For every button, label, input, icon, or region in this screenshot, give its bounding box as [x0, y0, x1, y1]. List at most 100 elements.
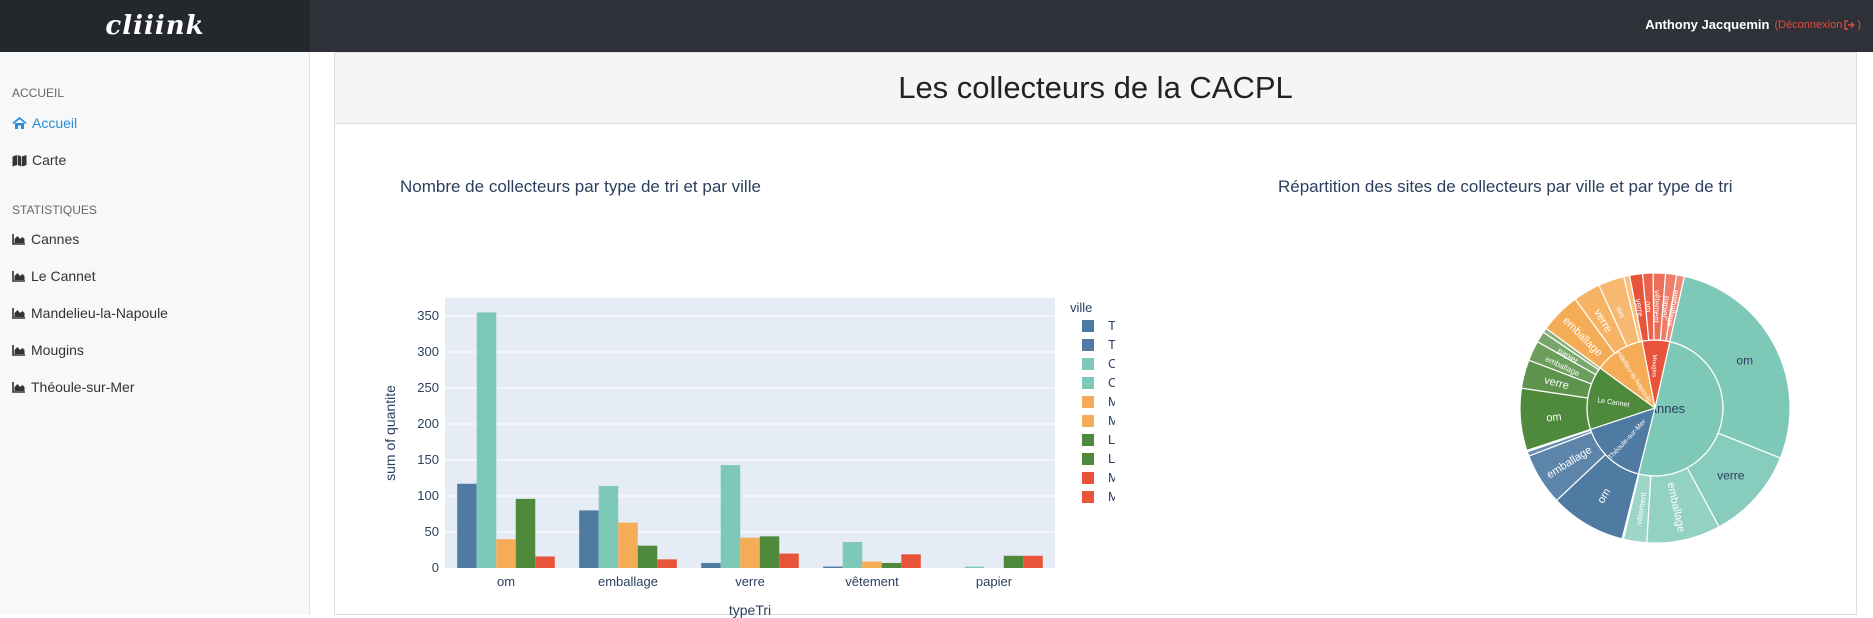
sidebar-item-label: Cannes: [31, 231, 80, 247]
bar[interactable]: [862, 561, 882, 568]
bar[interactable]: [964, 566, 985, 568]
sidebar-item-label: Le Cannet: [31, 268, 96, 284]
bar[interactable]: [598, 485, 619, 568]
sunburst-type-segment[interactable]: [1669, 275, 1791, 459]
legend-swatch: [1082, 453, 1094, 465]
bar[interactable]: [476, 312, 497, 568]
sunburst-type-label: papier: [1660, 295, 1672, 318]
sidebar-item-mandelieu[interactable]: Mandelieu-la-Napoule: [12, 305, 168, 321]
sunburst-type-label: verre: [1634, 298, 1646, 318]
legend-title: ville: [1070, 300, 1092, 315]
sunburst-type-label: om: [1546, 411, 1562, 424]
sunburst-type-segment[interactable]: [1665, 274, 1686, 343]
x-axis-label: typeTri: [729, 602, 771, 618]
bar[interactable]: [759, 536, 780, 568]
area-chart-icon: [12, 382, 25, 393]
main-content: Les collecteurs de la CACPL Nombre de co…: [334, 52, 1857, 618]
bar-chart[interactable]: 0 50 100 150 200 250 300 350 om emballage verre vêt…: [355, 238, 1115, 618]
brand-logo[interactable]: cliiink: [0, 0, 310, 52]
legend-swatch: [1082, 472, 1094, 484]
sunburst-type-label: om: [1736, 354, 1753, 368]
x-tick-label: papier: [976, 574, 1013, 589]
user-name: Anthony Jacquemin: [1645, 17, 1770, 32]
sidebar-item-label: Théoule-sur-Mer: [31, 379, 135, 395]
map-icon: [12, 154, 27, 166]
sidebar-item-mougins[interactable]: Mougins: [12, 342, 84, 358]
area-chart-icon: [12, 308, 25, 319]
legend-entry: Cannes: [1108, 375, 1115, 390]
sidebar-item-carte[interactable]: Carte: [12, 152, 66, 168]
sidebar-item-theoule[interactable]: Théoule-sur-Mer: [12, 379, 134, 395]
sidebar-item-cannes[interactable]: Cannes: [12, 231, 79, 247]
y-tick-label: 50: [425, 524, 439, 539]
area-chart-icon: [12, 234, 25, 245]
bar[interactable]: [1003, 555, 1024, 568]
legend-entry: Théoule-sur-Mer: [1108, 337, 1115, 352]
bar[interactable]: [779, 553, 799, 568]
legend-swatch: [1082, 320, 1094, 332]
y-tick-label: 300: [417, 344, 439, 359]
bar[interactable]: [720, 465, 741, 568]
bar[interactable]: [657, 559, 677, 568]
bar-chart-title: Nombre de collecteurs par type de tri et…: [400, 177, 761, 196]
user-menu: Anthony Jacquemin (Déconnexion ): [1645, 17, 1861, 32]
sunburst-type-label: om: [1615, 306, 1627, 320]
x-tick-label: vêtement: [845, 574, 899, 589]
sunburst-chart-title: Répartition des sites de collecteurs par…: [1278, 177, 1733, 196]
y-axis-label: sum of quantite: [382, 385, 398, 481]
bar[interactable]: [637, 545, 658, 568]
logout-close: ): [1857, 18, 1861, 31]
bar[interactable]: [740, 537, 760, 568]
sidebar: ACCUEIL Accueil Carte STATISTIQUES Canne…: [0, 52, 310, 615]
bar[interactable]: [618, 522, 638, 568]
legend-entry: Mougins: [1108, 489, 1115, 504]
x-tick-label: emballage: [598, 574, 658, 589]
bar[interactable]: [579, 510, 599, 568]
logout-label: (Déconnexion: [1774, 18, 1843, 31]
y-tick-label: 250: [417, 380, 439, 395]
bar[interactable]: [842, 542, 863, 568]
legend-entry: Théoule-sur-Mer: [1108, 318, 1115, 333]
brand-logo-text: cliiink: [105, 11, 205, 41]
legend-swatch: [1082, 491, 1094, 503]
legend-swatch: [1082, 339, 1094, 351]
y-tick-label: 350: [417, 308, 439, 323]
top-navbar: cliiink Anthony Jacquemin (Déconnexion ): [0, 0, 1873, 52]
y-tick-label: 100: [417, 488, 439, 503]
x-tick-label: om: [497, 574, 515, 589]
area-chart-icon: [12, 271, 25, 282]
y-tick-label: 150: [417, 452, 439, 467]
y-tick-label: 0: [432, 560, 439, 575]
bar[interactable]: [701, 562, 721, 568]
bar[interactable]: [515, 498, 536, 568]
area-chart-icon: [12, 345, 25, 356]
plot-area: [445, 298, 1055, 568]
legend-swatch: [1082, 415, 1094, 427]
legend-swatch: [1082, 377, 1094, 389]
panel-header: Les collecteurs de la CACPL: [335, 53, 1856, 124]
sidebar-section-accueil: ACCUEIL: [12, 86, 65, 100]
sidebar-section-statistiques: STATISTIQUES: [12, 203, 97, 217]
bar[interactable]: [535, 556, 555, 568]
sunburst-chart[interactable]: CannesomverreemballagevêtementThéoule-su…: [1485, 238, 1825, 578]
bar[interactable]: [496, 539, 516, 568]
bar[interactable]: [457, 483, 477, 568]
sidebar-item-label: Mougins: [31, 342, 84, 358]
legend-entry: Cannes: [1108, 356, 1115, 371]
collectors-panel: Les collecteurs de la CACPL Nombre de co…: [334, 52, 1857, 618]
legend-entry: Mandelieu-la-Napoule: [1108, 394, 1115, 409]
bar[interactable]: [901, 554, 921, 568]
bar[interactable]: [881, 562, 902, 568]
x-tick-label: verre: [735, 574, 765, 589]
sign-out-icon: [1844, 19, 1855, 30]
sidebar-item-label: Carte: [32, 152, 67, 168]
bar[interactable]: [823, 566, 843, 568]
home-icon: [12, 116, 27, 129]
legend-entry: Le Cannet: [1108, 432, 1115, 447]
sunburst-type-label: vêtement: [1652, 290, 1662, 324]
sidebar-item-accueil[interactable]: Accueil: [12, 115, 77, 131]
logout-link[interactable]: (Déconnexion ): [1774, 19, 1861, 31]
sunburst-city-label: Le Cannet: [1597, 397, 1630, 409]
sidebar-item-le-cannet[interactable]: Le Cannet: [12, 268, 96, 284]
bar[interactable]: [1023, 555, 1043, 568]
